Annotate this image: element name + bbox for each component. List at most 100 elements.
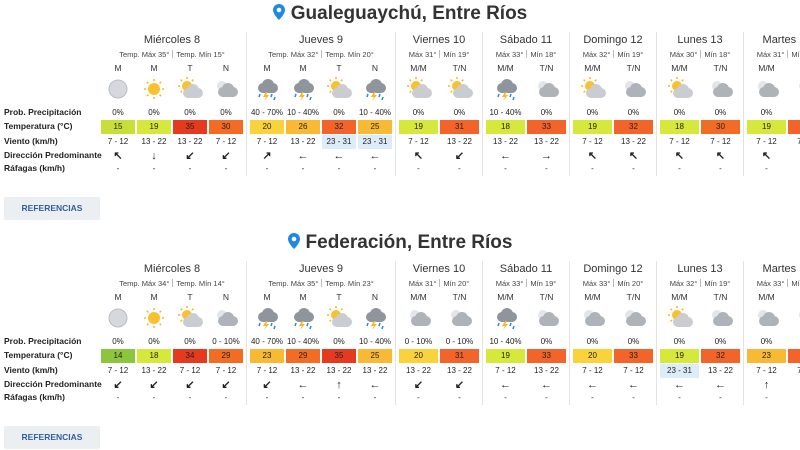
temp-range: Temp. Máx 35° Temp. Mín 23° [249,279,393,288]
weather-icon [409,310,431,326]
weather-icon [144,308,164,328]
temp-min: Mín 19° [704,279,731,288]
weather-icon [406,77,432,98]
day-separator [246,32,247,176]
wind-direction: ↓ [151,150,157,162]
temp-max: Máx 32° [669,279,698,288]
weather-icon [108,308,128,328]
gusts: - [417,393,420,402]
temperature: 32 [322,120,356,134]
temp-max: Temp. Máx 35° [119,50,170,59]
precipitation: 10 - 40% [358,108,392,117]
row-label: Prob. Precipitación [4,336,82,346]
precipitation: 0% [112,108,124,117]
period-label: M [299,292,307,302]
precipitation: 0% [714,108,727,117]
day-separator [395,261,396,405]
wind-direction: ← [500,379,511,391]
gusts: - [632,393,635,402]
period-label: M [114,63,122,73]
weather-icon [450,310,472,326]
period-label: M/M [671,63,688,73]
gusts: - [373,164,377,173]
precipitation: 40 - 70% [250,108,284,117]
weather-icon [327,306,352,327]
weather-icon [108,79,128,99]
period-label: M [263,63,271,73]
temperature: 34 [173,349,207,363]
temperature: 35 [173,120,207,134]
wind: 7 - 12 [215,366,237,375]
precipitation: 0% [714,337,727,346]
wind-direction: ↖ [787,149,800,163]
temperature: 29 [209,349,243,363]
gusts: - [265,164,269,173]
wind-direction: ← [587,379,598,391]
temp-max: Temp. Máx 34° [119,279,170,288]
temp-range: Máx 30° Mín 18° [659,50,741,59]
weather-icon [757,310,779,326]
day-separator [656,261,657,405]
period-label: T/N [452,292,467,302]
wind: 7 - 12 [107,366,129,375]
period-label: T/N [539,63,554,73]
day-name: Jueves 9 [298,34,344,46]
wind-direction: ← [500,150,511,162]
divider [172,50,174,58]
weather-icon [178,306,203,327]
day-separator [395,32,396,176]
precipitation: 0% [184,108,196,117]
day-name: Lunes 13 [677,34,723,46]
day-name: Domingo 12 [583,34,643,46]
wind: 23 - 31 [660,364,699,378]
precipitation: 0% [760,337,773,346]
precipitation: 0% [540,108,553,117]
wind-direction: ↙ [413,379,424,391]
wind: 13 - 22 [534,366,559,375]
temperature: 23 [250,349,284,363]
temp-range: Máx 33° Mín 20° [572,279,654,288]
period-label: N [371,63,379,73]
references-button[interactable]: REFERENCIAS [4,426,100,449]
references-button[interactable]: REFERENCIAS [4,197,100,220]
temperature: 23 [747,349,786,363]
day-name: Viernes 10 [412,34,466,46]
temp-min: Mín 19° [791,50,800,59]
temp-max: Máx 31° [408,279,437,288]
divider [439,50,441,58]
period-label: T/N [539,292,554,302]
wind: 7 - 12 [179,366,201,375]
wind: 23 - 31 [358,135,392,149]
gusts: - [504,164,507,173]
day-separator [482,32,483,176]
divider [321,50,323,58]
wind-direction: ↑ [763,379,770,391]
divider [787,279,789,287]
precipitation: 40 - 70% [250,337,284,346]
divider [526,279,528,287]
weather-icon [366,79,386,101]
precipitation: 0% [673,337,686,346]
gusts: - [152,393,156,402]
precipitation: 0% [333,337,345,346]
temp-range: Máx 31° Mín 19° [398,50,480,59]
precipitation: 0% [586,108,599,117]
temperature: 19 [486,349,525,363]
period-label: T/N [713,292,728,302]
day-separator [569,261,570,405]
temperature: 32 [614,120,653,134]
row-label: Temperatura (°C) [4,350,73,360]
temperature: 19 [399,120,438,134]
gusts: - [337,393,341,402]
temp-range: Temp. Máx 35° Temp. Mín 15° [100,50,244,59]
period-label: T/N [787,292,800,302]
period-label: M [150,63,158,73]
wind-direction: ↙ [185,150,195,162]
gusts: - [632,164,635,173]
day-separator [743,32,744,176]
temperature: 33 [527,120,566,134]
day-name: Sábado 11 [499,34,553,46]
temp-min: Mín 18° [530,50,557,59]
temp-range: Máx 32° Mín 19° [659,279,741,288]
